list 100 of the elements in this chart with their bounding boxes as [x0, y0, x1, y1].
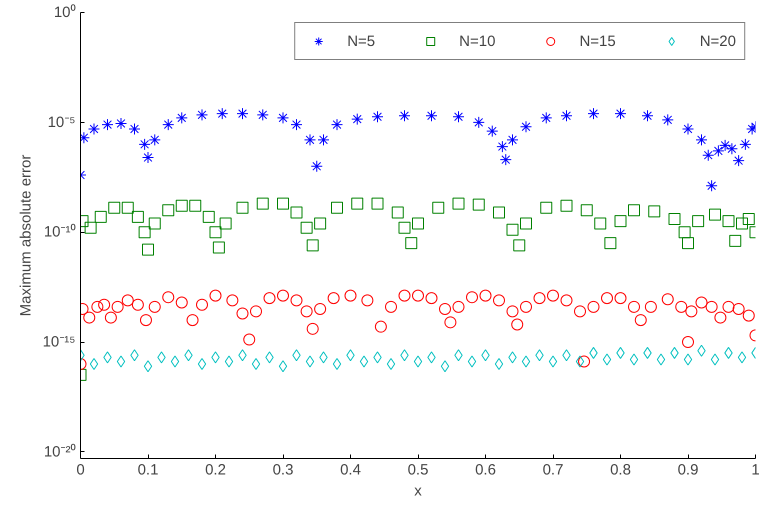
point [351, 113, 364, 126]
point [148, 134, 161, 146]
point [142, 244, 154, 256]
point [628, 204, 640, 216]
point [331, 202, 343, 214]
point [162, 204, 174, 216]
point [513, 239, 526, 252]
point [540, 112, 552, 124]
point [710, 354, 720, 366]
point [682, 122, 694, 135]
point [398, 110, 410, 122]
point [332, 358, 342, 370]
point [719, 139, 732, 152]
point [116, 356, 126, 368]
legend-label: N=15 [579, 32, 616, 50]
point [642, 110, 654, 122]
x-tick-label: 0.3 [272, 462, 294, 478]
point [682, 237, 694, 250]
point [238, 349, 247, 362]
point [128, 122, 140, 135]
x-tick-label: 0.1 [138, 462, 158, 478]
point [588, 108, 600, 120]
point [88, 122, 100, 135]
point [560, 200, 572, 212]
point [496, 140, 508, 153]
x-tick-label: 0.8 [610, 462, 631, 478]
point [132, 210, 144, 223]
y-tick-label: 10⁻¹⁵ [42, 334, 76, 351]
x-tick-label: 0 [76, 462, 85, 478]
point [472, 116, 485, 128]
x-tick-label: 0.4 [340, 462, 361, 478]
x-tick-label: 1 [751, 462, 760, 478]
legend-label: N=10 [459, 32, 496, 50]
x-tick-label: 0.9 [678, 462, 698, 478]
point [252, 358, 260, 370]
point [189, 200, 202, 212]
point [176, 112, 188, 124]
point [265, 351, 274, 364]
point [630, 354, 638, 366]
point [494, 358, 504, 370]
point [212, 242, 225, 254]
point [493, 206, 505, 218]
point [400, 349, 409, 362]
point [670, 346, 679, 359]
legend-label: N=20 [700, 32, 736, 50]
point [103, 351, 112, 364]
point [372, 110, 384, 123]
point [211, 351, 220, 364]
point [648, 205, 660, 218]
point [662, 114, 674, 126]
point [520, 120, 532, 133]
point [170, 356, 180, 368]
x-tick-label: 0.6 [475, 462, 496, 478]
point [256, 198, 269, 210]
point [522, 356, 530, 368]
point [432, 202, 444, 214]
point [594, 217, 606, 230]
point [314, 217, 326, 230]
point [176, 200, 188, 212]
point [440, 360, 450, 372]
point [144, 360, 152, 372]
point [614, 108, 626, 120]
point [318, 134, 330, 146]
point [310, 160, 323, 172]
point [684, 354, 692, 366]
point [216, 108, 228, 120]
point [220, 217, 232, 230]
point [508, 351, 517, 364]
point [602, 354, 612, 366]
point [724, 346, 733, 359]
point [736, 217, 748, 230]
point [115, 117, 127, 130]
point [300, 222, 313, 234]
x-tick-label: 0.5 [408, 462, 428, 478]
point [386, 358, 396, 370]
point [405, 237, 418, 250]
point [540, 202, 552, 214]
point [224, 356, 234, 368]
point [702, 149, 714, 162]
point [372, 198, 384, 210]
point [196, 108, 208, 121]
point [506, 224, 518, 236]
point [427, 351, 436, 364]
point [277, 112, 289, 124]
y-axis-title: Maximum absolute error [18, 154, 35, 316]
point [500, 154, 512, 166]
point [138, 138, 151, 150]
y-tick-label: 10⁻¹⁰ [44, 224, 76, 241]
point [738, 351, 746, 364]
point [102, 118, 114, 131]
point [373, 351, 382, 364]
point [481, 349, 490, 362]
point [535, 349, 544, 362]
point [506, 134, 518, 146]
point [202, 210, 215, 223]
point [130, 349, 139, 362]
y-tick-label: 10⁻⁵ [48, 114, 76, 131]
point [331, 118, 343, 131]
x-axis-title: x [414, 482, 422, 500]
point [678, 226, 691, 238]
